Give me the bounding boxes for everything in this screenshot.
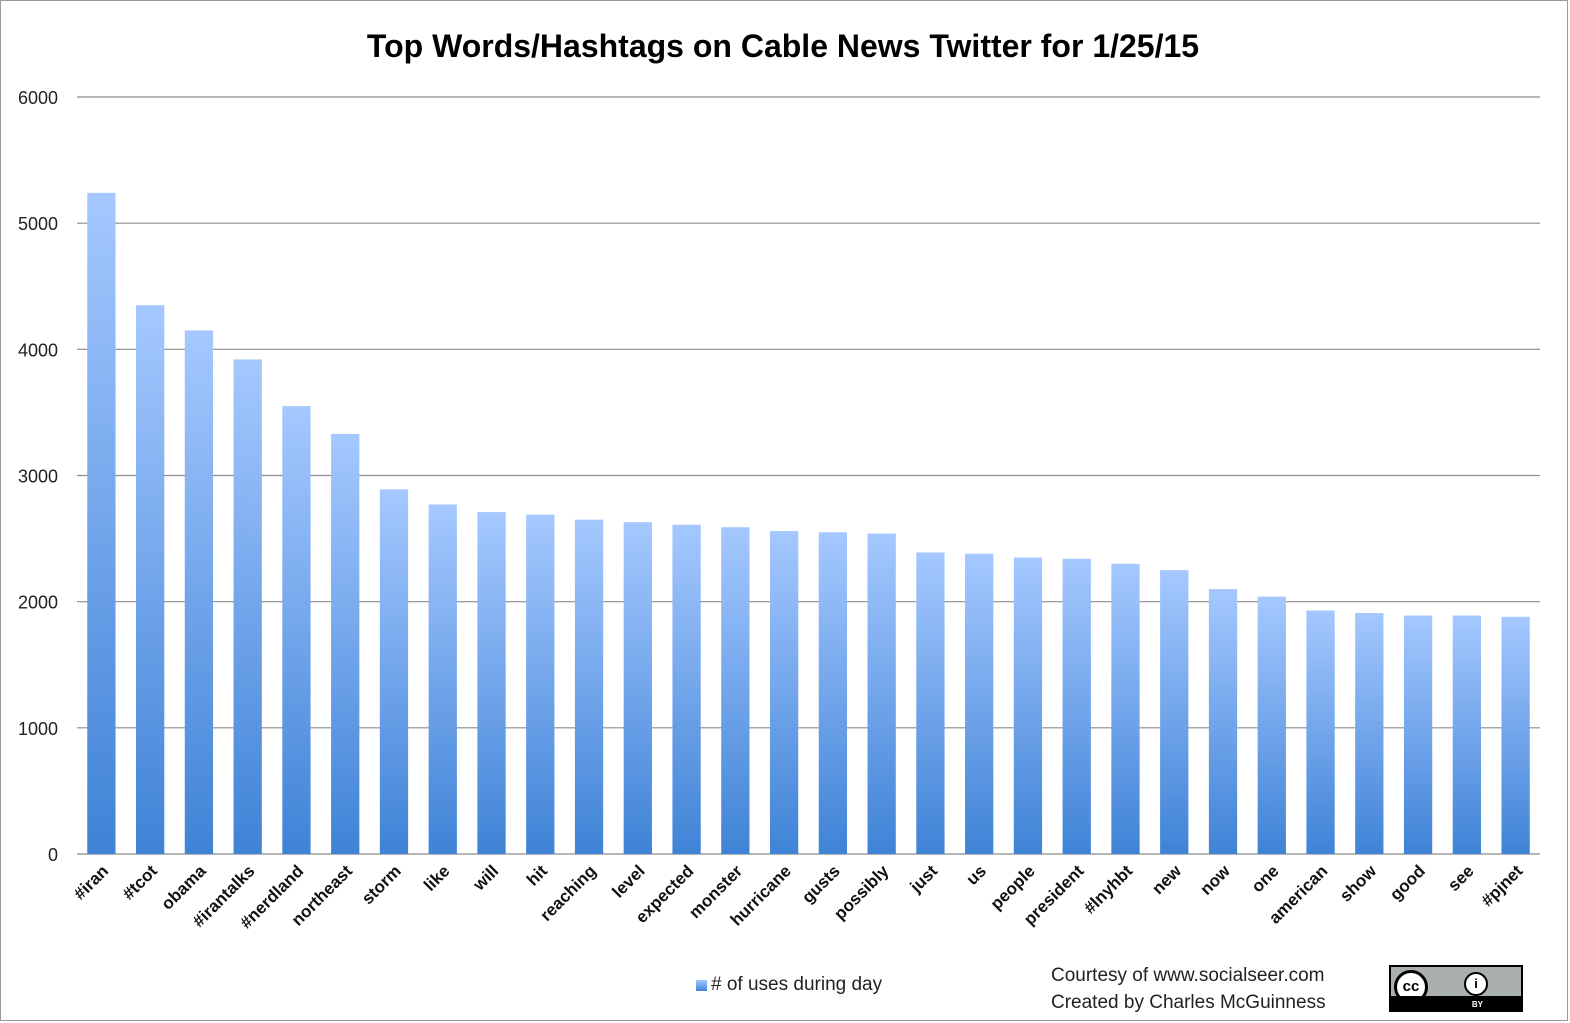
bar-level bbox=[623, 522, 652, 854]
cc-badge-strip bbox=[1391, 996, 1521, 1010]
bar-hashtag-pjnet bbox=[1501, 616, 1530, 854]
bar-hashtag-tcot bbox=[136, 305, 165, 854]
x-tick-label: just bbox=[906, 861, 942, 897]
bar-hashtag-iran bbox=[87, 192, 116, 855]
bar-like bbox=[428, 504, 457, 854]
bar-president bbox=[1062, 558, 1091, 854]
bar-hashtag-nerdland bbox=[282, 406, 311, 854]
x-tick-label: possibly bbox=[830, 861, 893, 924]
bars bbox=[87, 192, 1530, 855]
credit-text: Courtesy of www.socialseer.com Created b… bbox=[1051, 962, 1326, 1016]
x-tick-label: #lnyhbt bbox=[1080, 861, 1136, 917]
chart-title: Top Words/Hashtags on Cable News Twitter… bbox=[366, 28, 1200, 64]
attribution-person-icon: i bbox=[1464, 972, 1488, 996]
gridlines bbox=[77, 96, 1540, 855]
bar-hit bbox=[526, 514, 555, 854]
x-tick-label: #tcot bbox=[119, 861, 161, 903]
bar-hashtag-irantalks bbox=[233, 359, 262, 854]
bar-one bbox=[1257, 596, 1286, 854]
legend-label: # of uses during day bbox=[711, 974, 883, 995]
bar-will bbox=[477, 512, 506, 854]
bar-see bbox=[1452, 615, 1481, 854]
bar-american bbox=[1306, 610, 1335, 854]
y-tick-label: 4000 bbox=[18, 340, 58, 360]
credit-line-author: Created by Charles McGuinness bbox=[1051, 992, 1326, 1013]
x-tick-label: storm bbox=[358, 861, 405, 908]
x-tick-label: good bbox=[1386, 861, 1429, 904]
y-tick-label: 2000 bbox=[18, 593, 58, 613]
x-tick-label: like bbox=[420, 861, 453, 894]
y-tick-label: 6000 bbox=[18, 88, 58, 108]
bar-expected bbox=[672, 524, 701, 854]
x-tick-label: new bbox=[1148, 861, 1185, 898]
bar-reaching bbox=[574, 519, 604, 854]
bar-just bbox=[916, 552, 945, 854]
bar-storm bbox=[379, 489, 409, 854]
credit-line-source: Courtesy of www.socialseer.com bbox=[1051, 965, 1325, 986]
y-tick-label: 1000 bbox=[18, 719, 58, 739]
cc-by-label: BY bbox=[1471, 1000, 1483, 1009]
x-tick-label: us bbox=[963, 861, 990, 888]
x-tick-label: hit bbox=[523, 861, 551, 889]
x-tick-label: will bbox=[469, 861, 503, 895]
x-tick-label: now bbox=[1196, 861, 1234, 899]
bar-good bbox=[1403, 615, 1433, 854]
bar-people bbox=[1013, 557, 1043, 854]
legend: # of uses during day bbox=[696, 974, 882, 996]
bar-new bbox=[1160, 570, 1189, 854]
x-tick-label: one bbox=[1248, 861, 1283, 896]
y-axis-tick-labels: 0 1000 2000 3000 4000 5000 6000 bbox=[18, 88, 58, 865]
bar-obama bbox=[184, 330, 214, 854]
x-tick-label: #iran bbox=[70, 861, 112, 903]
x-tick-label: gusts bbox=[798, 861, 843, 906]
bar-now bbox=[1208, 589, 1238, 854]
x-tick-label: see bbox=[1444, 861, 1477, 894]
x-tick-label: level bbox=[608, 861, 648, 901]
y-tick-label: 0 bbox=[48, 845, 58, 865]
legend-swatch bbox=[696, 979, 707, 991]
x-axis-tick-labels: #iran #tcotobama#irantalks#nerdlandnorthe… bbox=[70, 861, 1527, 932]
bar-northeast bbox=[331, 433, 360, 854]
y-tick-label: 5000 bbox=[18, 214, 58, 234]
y-tick-label: 3000 bbox=[18, 467, 58, 487]
x-tick-label: #pjnet bbox=[1478, 861, 1527, 910]
bar-monster bbox=[721, 527, 750, 854]
bar-gusts bbox=[818, 532, 848, 854]
bar-us bbox=[965, 553, 994, 854]
bar-show bbox=[1355, 613, 1384, 854]
bar-possibly bbox=[867, 533, 896, 854]
x-tick-label: show bbox=[1336, 861, 1381, 906]
bar-hurricane bbox=[769, 531, 799, 854]
creative-commons-by-icon: cc i BY bbox=[1389, 965, 1523, 1012]
bar-hashtag-lnyhbt bbox=[1111, 563, 1140, 854]
